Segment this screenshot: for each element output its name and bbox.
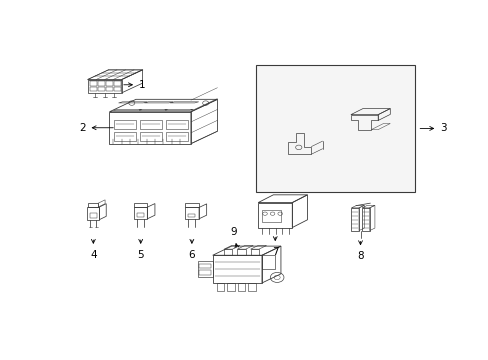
Bar xyxy=(262,210,280,222)
Bar xyxy=(256,66,415,192)
Bar xyxy=(114,81,121,86)
Bar xyxy=(114,87,121,91)
Bar xyxy=(114,132,136,141)
Bar xyxy=(188,213,195,217)
Text: 5: 5 xyxy=(137,239,144,260)
Bar xyxy=(98,87,104,91)
Text: 8: 8 xyxy=(356,241,363,261)
Text: 9: 9 xyxy=(230,227,238,248)
Bar xyxy=(199,264,210,269)
Bar xyxy=(114,120,136,129)
Bar xyxy=(90,81,97,86)
Text: 7: 7 xyxy=(271,237,278,257)
Bar xyxy=(106,81,112,86)
Text: 6: 6 xyxy=(188,239,195,260)
Bar xyxy=(98,81,104,86)
Bar xyxy=(90,87,97,91)
Bar xyxy=(165,120,187,129)
Bar xyxy=(199,270,210,275)
Bar xyxy=(165,132,187,141)
Bar xyxy=(140,120,162,129)
Bar xyxy=(90,213,97,218)
Text: 1: 1 xyxy=(123,80,145,90)
Bar xyxy=(137,213,144,217)
Bar xyxy=(140,132,162,141)
Text: 3: 3 xyxy=(419,123,446,134)
Text: 4: 4 xyxy=(90,239,97,260)
Text: 2: 2 xyxy=(79,123,113,133)
Bar xyxy=(106,87,112,91)
